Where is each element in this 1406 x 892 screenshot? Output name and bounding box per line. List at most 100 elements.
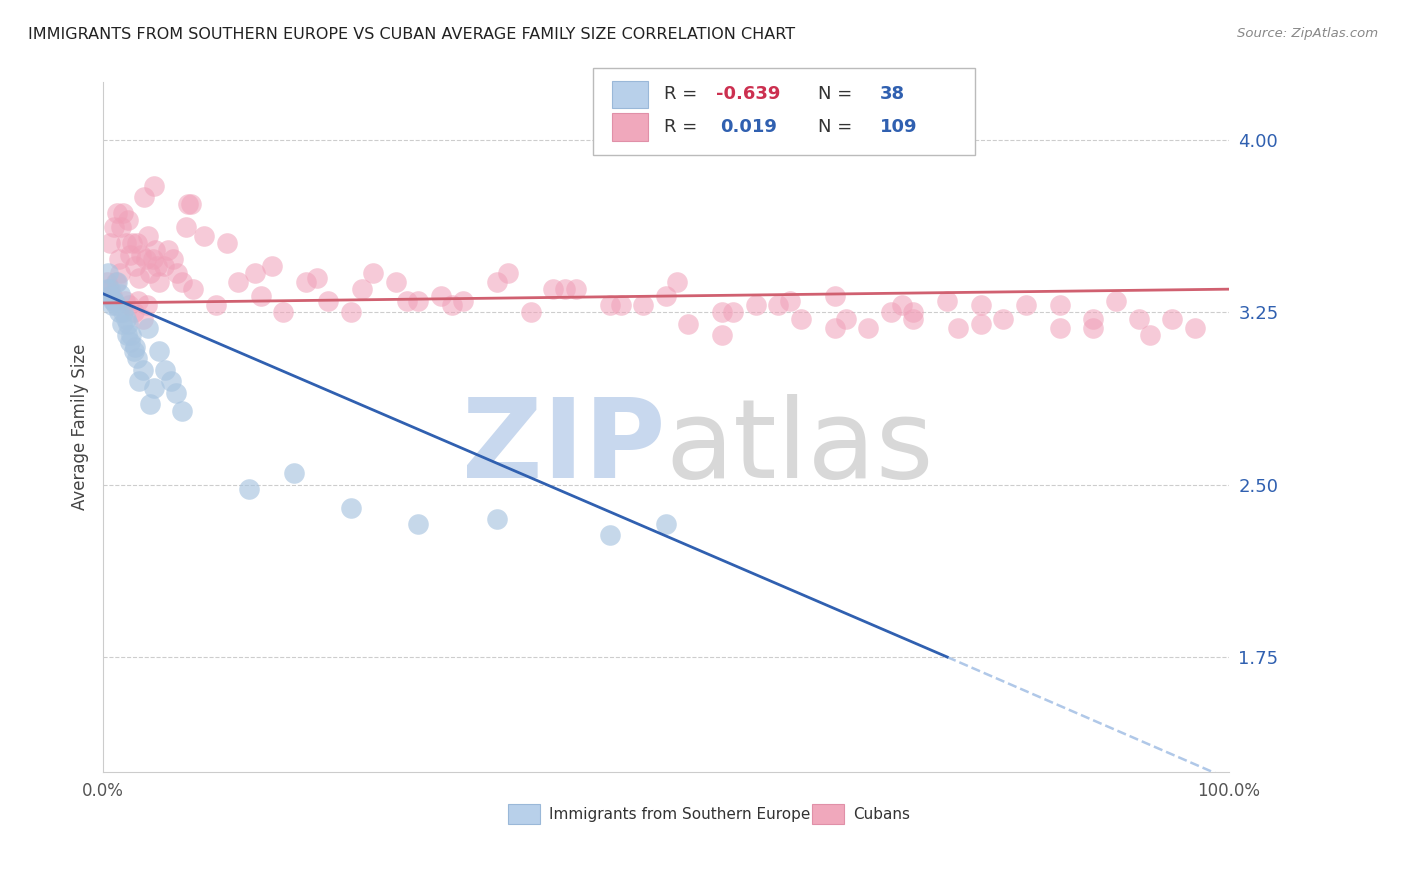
Point (249, 289, 271, 303)
Text: Cubans: Cubans (852, 806, 910, 822)
Point (903, 312, 925, 326)
Point (142, 178, 165, 193)
Point (104, 275, 127, 289)
Point (127, 293, 149, 308)
Point (486, 512, 509, 526)
Point (165, 385, 187, 400)
Text: ZIP: ZIP (463, 394, 666, 501)
Point (146, 259, 169, 273)
Point (136, 321, 159, 335)
Point (1128, 312, 1150, 326)
Point (112, 206, 135, 220)
Point (117, 317, 139, 331)
Point (858, 321, 880, 335)
Point (948, 321, 970, 335)
Point (1015, 298, 1038, 312)
Point (105, 206, 128, 220)
Point (105, 275, 128, 289)
Point (1049, 321, 1071, 335)
Point (124, 259, 146, 273)
Point (153, 259, 176, 273)
Text: Immigrants from Southern Europe: Immigrants from Southern Europe (548, 806, 810, 822)
Point (124, 340, 146, 354)
Point (711, 305, 734, 319)
Point (117, 213, 139, 227)
Point (120, 328, 142, 343)
Point (98, 236, 121, 251)
Point (108, 286, 131, 301)
Point (1083, 321, 1105, 335)
Point (395, 293, 418, 308)
Point (993, 312, 1015, 326)
Point (970, 317, 993, 331)
Point (153, 362, 176, 376)
Point (283, 466, 305, 480)
Point (101, 298, 124, 312)
Point (96, 275, 118, 289)
Text: N =: N = (818, 85, 852, 103)
Point (891, 298, 914, 312)
Point (114, 236, 136, 251)
Point (132, 190, 155, 204)
Point (131, 362, 153, 376)
Point (114, 312, 136, 326)
Point (294, 275, 316, 289)
Point (790, 312, 813, 326)
Point (181, 282, 204, 296)
Point (835, 312, 858, 326)
Point (779, 293, 801, 308)
Text: 0.019: 0.019 (720, 118, 776, 136)
Point (136, 298, 159, 312)
Point (745, 298, 768, 312)
Point (1105, 293, 1128, 308)
Point (125, 351, 148, 366)
Point (97, 266, 120, 280)
Point (170, 275, 193, 289)
Point (243, 266, 266, 280)
Point (128, 270, 150, 285)
Point (226, 275, 249, 289)
Point (678, 317, 700, 331)
FancyBboxPatch shape (509, 805, 540, 823)
Point (903, 305, 925, 319)
Point (108, 305, 131, 319)
Point (118, 298, 141, 312)
Point (120, 334, 142, 349)
Point (970, 298, 993, 312)
Point (148, 275, 170, 289)
Point (180, 197, 202, 211)
Point (406, 293, 429, 308)
Point (350, 282, 373, 296)
Point (361, 266, 384, 280)
Point (115, 328, 138, 343)
Point (111, 317, 134, 331)
Point (139, 266, 162, 280)
Point (498, 266, 520, 280)
Point (97, 282, 120, 296)
Point (139, 397, 162, 411)
FancyBboxPatch shape (612, 113, 648, 141)
Point (1049, 298, 1071, 312)
Point (1161, 312, 1184, 326)
Point (633, 298, 655, 312)
Point (554, 282, 576, 296)
Point (104, 298, 127, 312)
Point (159, 374, 181, 388)
Point (128, 374, 150, 388)
Point (666, 275, 689, 289)
Point (260, 259, 283, 273)
Point (880, 305, 903, 319)
Point (122, 344, 145, 359)
Point (170, 404, 193, 418)
Point (97, 289, 120, 303)
Point (316, 293, 339, 308)
Point (193, 229, 215, 244)
Point (1139, 328, 1161, 343)
Point (339, 305, 361, 319)
FancyBboxPatch shape (593, 69, 976, 154)
Text: 38: 38 (880, 85, 905, 103)
Point (110, 220, 132, 235)
Point (599, 298, 621, 312)
Point (148, 344, 170, 359)
Point (136, 229, 159, 244)
